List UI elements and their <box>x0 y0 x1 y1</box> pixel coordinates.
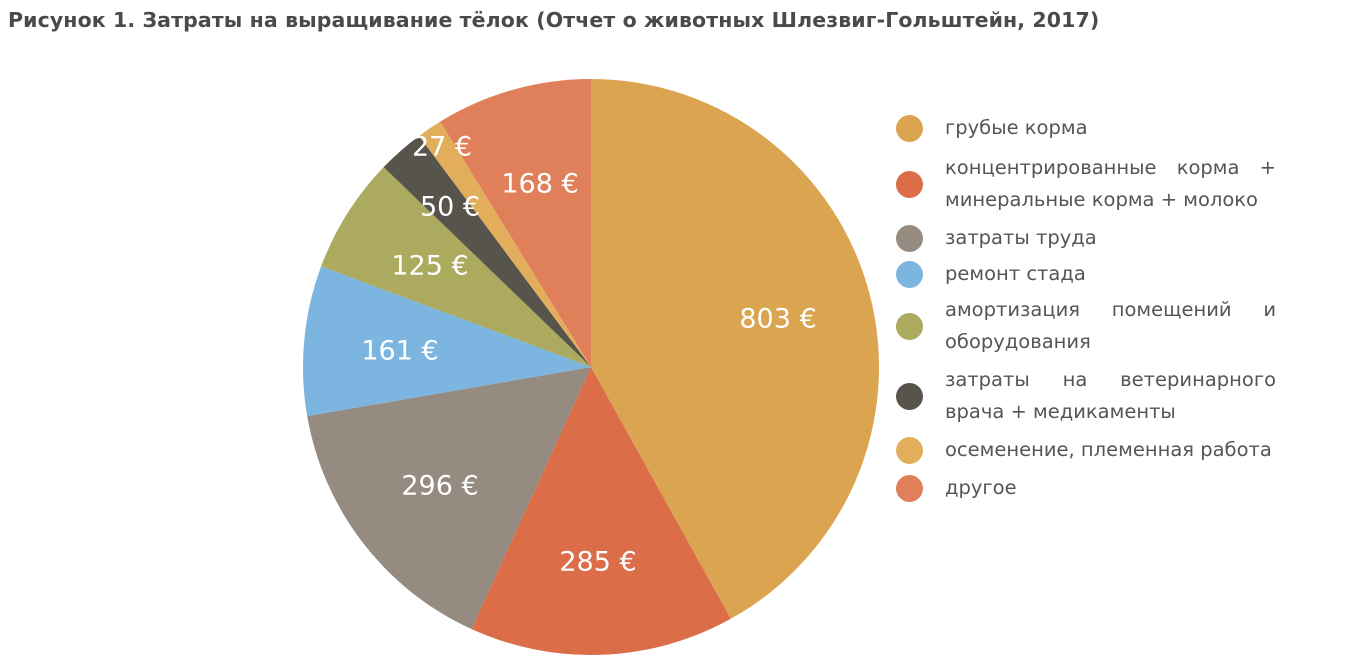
legend-label: грубые корма <box>945 116 1088 139</box>
legend-item: амортизация помещений и оборудования <box>896 294 1276 358</box>
legend-item: осеменение, племенная ра­бота <box>896 434 1276 466</box>
pie-slice <box>383 135 591 367</box>
legend-item: грубые корма <box>896 112 1276 144</box>
pie-slice <box>303 266 591 417</box>
chart-title: Рисунок 1. Затраты на выращивание тёлок … <box>8 8 1100 32</box>
pie-slice <box>321 167 591 367</box>
legend-marker-icon <box>896 260 923 288</box>
legend-item: ремонт стада <box>896 258 1276 290</box>
pie-slice <box>419 121 591 368</box>
legend-label: концентрированные корма + минеральные ко… <box>945 156 1276 211</box>
slice-label: 27 € <box>411 131 473 163</box>
legend-label: затраты на ветеринарного врача + медикам… <box>945 368 1276 423</box>
legend-marker-icon <box>896 170 923 198</box>
legend-label: другое <box>945 476 1017 499</box>
pie-slice <box>440 79 591 367</box>
legend-label: амортизация помещений и оборудования <box>945 298 1276 353</box>
legend-label: осеменение, племенная ра­бота <box>945 438 1272 461</box>
slice-label: 50 € <box>419 191 481 223</box>
slice-label: 168 € <box>501 168 579 200</box>
legend-marker-icon <box>896 436 923 464</box>
slice-label: 296 € <box>401 470 479 502</box>
pie-slice <box>307 367 591 630</box>
slice-label: 125 € <box>391 250 469 282</box>
slice-label: 161 € <box>361 335 439 367</box>
pie-slice <box>591 79 879 619</box>
legend-item: затраты на ветеринарного врача + медикам… <box>896 364 1276 428</box>
legend-marker-icon <box>896 224 923 252</box>
legend-marker-icon <box>896 114 923 142</box>
legend-label: ремонт стада <box>945 262 1086 285</box>
legend: грубые корма концентрированные корма + ми… <box>896 112 1276 508</box>
legend-label: затраты труда <box>945 226 1097 249</box>
pie-slice <box>471 367 731 655</box>
legend-marker-icon <box>896 312 923 340</box>
slice-label: 803 € <box>739 303 817 335</box>
legend-item: концентрированные корма + минеральные ко… <box>896 152 1276 216</box>
legend-marker-icon <box>896 382 923 410</box>
legend-marker-icon <box>896 474 923 502</box>
legend-item: затраты труда <box>896 222 1276 254</box>
legend-item: другое <box>896 472 1276 504</box>
slice-label: 285 € <box>559 546 637 578</box>
